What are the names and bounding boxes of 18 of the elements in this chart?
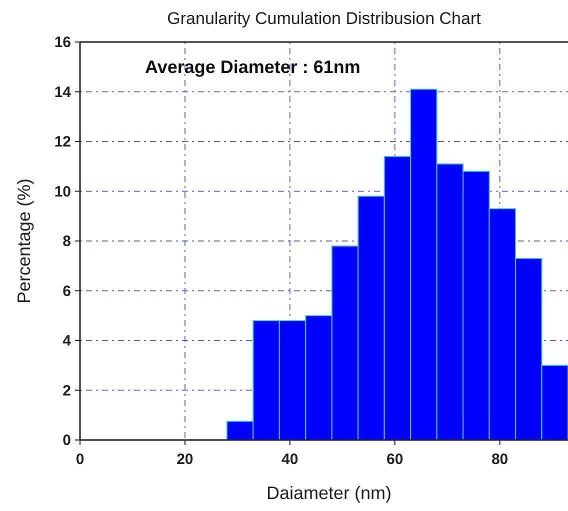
- y-tick-label: 8: [62, 233, 71, 250]
- x-tick-label: 20: [176, 451, 194, 468]
- annotation: Average Diameter : 61nm: [145, 57, 360, 77]
- y-tick-label: 16: [54, 34, 71, 51]
- y-tick-label: 6: [62, 282, 71, 300]
- x-tick-label: 0: [76, 451, 84, 468]
- y-axis-title: Percentage (%): [14, 178, 34, 304]
- y-tick-label: 12: [54, 134, 71, 150]
- x-axis-title: Daiameter (nm): [266, 483, 392, 503]
- x-tick-label: 60: [386, 451, 404, 468]
- y-tick-label: 14: [54, 84, 72, 101]
- chart-title: Granularity Cumulation Distribusion Chart: [167, 9, 482, 28]
- y-tick-label: 4: [62, 332, 72, 350]
- x-tick-label: 80: [491, 451, 508, 468]
- x-tick-label: 40: [282, 451, 298, 468]
- y-tick-label: 10: [54, 183, 71, 200]
- y-tick-label: 0: [62, 432, 71, 449]
- y-tick-label: 2: [62, 382, 71, 400]
